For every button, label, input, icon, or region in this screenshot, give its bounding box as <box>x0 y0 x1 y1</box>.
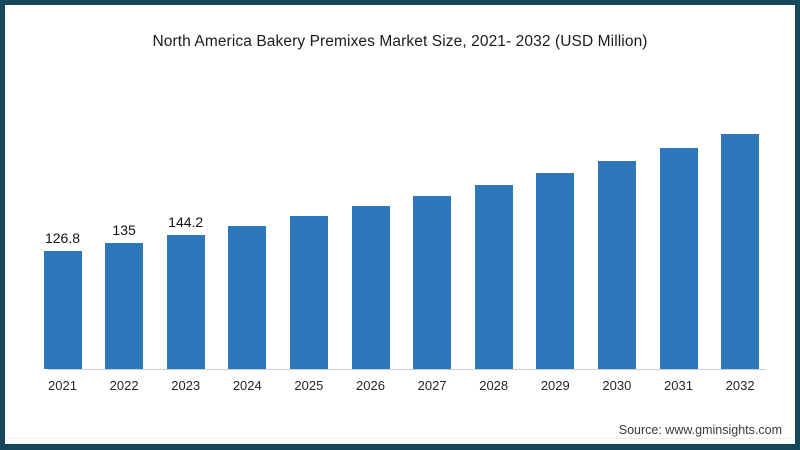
x-axis-label-2022: 2022 <box>109 378 139 393</box>
bar-2028 <box>474 184 513 369</box>
bar-2029 <box>536 172 575 369</box>
x-axis-label-2030: 2030 <box>602 378 632 393</box>
data-label-2021: 126.8 <box>44 230 81 247</box>
bar-2027 <box>413 195 452 369</box>
x-axis-label-2027: 2027 <box>417 378 447 393</box>
x-axis-label-2024: 2024 <box>232 378 262 393</box>
x-axis-label-2029: 2029 <box>540 378 570 393</box>
bottom-separator-line <box>6 438 794 439</box>
x-axis-label-2026: 2026 <box>356 378 385 393</box>
bar-2031 <box>659 147 698 369</box>
bar-2023 <box>166 234 205 369</box>
data-label-2022: 135 <box>112 222 136 239</box>
bar-2032 <box>721 133 760 369</box>
source-attribution: Source: www.gminsights.com <box>618 423 782 437</box>
bar-2022 <box>105 243 144 369</box>
x-axis-label-2021: 2021 <box>48 378 77 393</box>
bar-2026 <box>351 206 390 369</box>
x-axis-label-2028: 2028 <box>479 378 509 393</box>
bar-2030 <box>597 160 636 369</box>
bar-2024 <box>228 225 267 369</box>
x-axis-label-2025: 2025 <box>294 378 324 393</box>
data-label-2023: 144.2 <box>168 213 204 230</box>
chart-title: North America Bakery Premixes Market Siz… <box>152 33 648 50</box>
bar-2021 <box>43 251 82 369</box>
x-axis-label-2032: 2032 <box>725 378 755 393</box>
bar-2025 <box>289 216 328 369</box>
x-axis-label-2031: 2031 <box>664 378 693 393</box>
x-axis-line <box>48 369 766 370</box>
x-axis-label-2023: 2023 <box>171 378 201 393</box>
